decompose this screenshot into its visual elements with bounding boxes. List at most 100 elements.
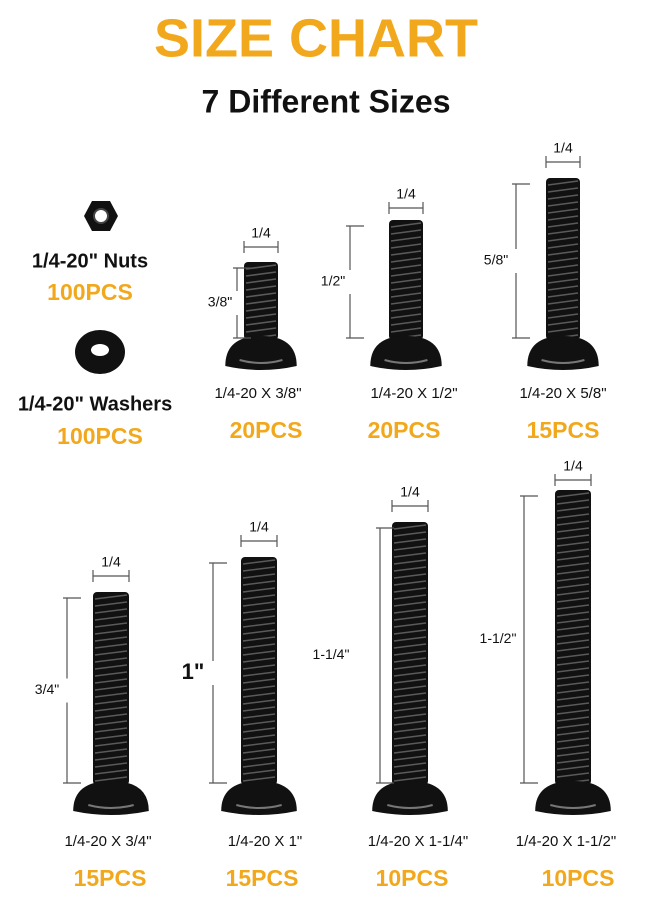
thread-line — [556, 709, 590, 715]
thread-line — [242, 615, 276, 621]
thread-line — [547, 222, 579, 228]
thread-line — [393, 734, 427, 740]
thread-line — [556, 555, 590, 561]
thread-line — [94, 685, 128, 691]
washers-name: 1/4-20" Washers — [18, 393, 172, 415]
thread-line — [390, 243, 422, 249]
screw-head — [73, 781, 149, 815]
length-label: 1" — [182, 659, 205, 684]
thread-line — [242, 629, 276, 635]
thread-line — [242, 727, 276, 733]
thread-line — [393, 741, 427, 747]
thread-line — [94, 678, 128, 684]
thread-line — [556, 660, 590, 666]
head-shine — [236, 804, 282, 809]
thread-line — [547, 243, 579, 249]
thread-line — [390, 250, 422, 256]
thread-line — [242, 594, 276, 600]
screw-quantity: 15PCS — [527, 417, 600, 443]
thread-line — [556, 576, 590, 582]
head-shine — [88, 804, 134, 809]
screw-quantity: 10PCS — [376, 865, 449, 891]
thread-line — [242, 566, 276, 572]
screw-head — [535, 781, 611, 815]
thread-line — [556, 681, 590, 687]
thread-line — [393, 678, 427, 684]
label-bg — [476, 627, 520, 652]
thread-line — [245, 320, 277, 326]
thread-line — [390, 299, 422, 305]
thread-line — [245, 313, 277, 319]
thread-line — [393, 622, 427, 628]
length-label: 3/4" — [35, 681, 59, 697]
thread-line — [393, 692, 427, 698]
thread-line — [547, 306, 579, 312]
thread-line — [393, 657, 427, 663]
thread-line — [393, 636, 427, 642]
thread-line — [242, 685, 276, 691]
thread-line — [547, 229, 579, 235]
length-label: 5/8" — [484, 252, 508, 268]
thread-line — [393, 713, 427, 719]
thread-line — [547, 208, 579, 214]
thread-line — [242, 769, 276, 775]
head-shine — [387, 804, 433, 809]
thread-line — [556, 737, 590, 743]
thread-line — [393, 531, 427, 537]
thread-line — [556, 590, 590, 596]
thread-line — [393, 720, 427, 726]
screw-quantity: 15PCS — [226, 865, 299, 891]
thread-line — [390, 271, 422, 277]
thread-line — [242, 622, 276, 628]
nuts-quantity: 100PCS — [47, 279, 133, 305]
thread-line — [393, 727, 427, 733]
thread-line — [390, 278, 422, 284]
thread-line — [390, 306, 422, 312]
thread-line — [94, 650, 128, 656]
thread-line — [556, 695, 590, 701]
thread-line — [556, 569, 590, 575]
diameter-label: 1/4 — [251, 225, 271, 241]
thread-line — [556, 667, 590, 673]
thread-line — [245, 271, 277, 277]
thread-line — [94, 706, 128, 712]
thread-line — [242, 706, 276, 712]
thread-line — [556, 688, 590, 694]
diameter-label: 1/4 — [400, 484, 420, 500]
length-label: 1-1/4" — [313, 646, 350, 662]
thread-line — [245, 285, 277, 291]
screw — [535, 490, 611, 815]
thread-line — [556, 772, 590, 778]
title: SIZE CHART — [154, 8, 478, 68]
thread-line — [556, 527, 590, 533]
thread-line — [393, 755, 427, 761]
length-label: 3/8" — [208, 294, 232, 310]
thread-line — [94, 643, 128, 649]
thread-line — [94, 671, 128, 677]
thread-line — [556, 730, 590, 736]
thread-line — [94, 727, 128, 733]
thread-line — [390, 313, 422, 319]
thread-line — [94, 741, 128, 747]
nuts-name: 1/4-20" Nuts — [32, 250, 148, 272]
screw-name: 1/4-20 X 3/8" — [214, 385, 301, 402]
thread-line — [94, 776, 128, 782]
head-shine — [550, 804, 596, 809]
screw-name: 1/4-20 X 1/2" — [370, 385, 457, 402]
thread-line — [393, 594, 427, 600]
thread-line — [390, 236, 422, 242]
screw — [370, 220, 442, 370]
thread-line — [556, 765, 590, 771]
diameter-label: 1/4 — [101, 554, 121, 570]
thread-line — [547, 278, 579, 284]
thread-line — [393, 615, 427, 621]
label-bg — [474, 249, 518, 273]
thread-line — [393, 748, 427, 754]
thread-line — [393, 650, 427, 656]
thread-line — [556, 625, 590, 631]
thread-line — [547, 327, 579, 333]
thread-line — [94, 769, 128, 775]
screw-name: 1/4-20 X 3/4" — [64, 833, 151, 850]
thread-line — [393, 566, 427, 572]
thread-line — [94, 601, 128, 607]
